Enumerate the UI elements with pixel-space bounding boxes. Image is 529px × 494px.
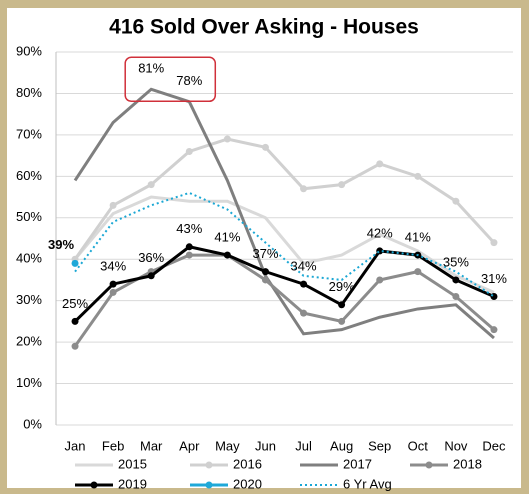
point <box>452 293 460 301</box>
data-label: 34% <box>291 259 317 274</box>
point <box>376 276 384 284</box>
point <box>490 239 498 247</box>
x-tick-label: Jul <box>295 438 312 453</box>
x-tick-label: Dec <box>482 438 506 453</box>
point <box>490 293 498 301</box>
series-line <box>73 253 495 348</box>
x-tick-label: Jan <box>65 438 86 453</box>
point <box>109 288 117 296</box>
data-label: 37% <box>252 246 278 261</box>
point <box>185 243 193 251</box>
data-label: 78% <box>176 73 202 88</box>
point <box>414 172 422 180</box>
data-label: 34% <box>100 259 126 274</box>
series-line <box>73 137 496 261</box>
chart-title: 416 Sold Over Asking - Houses <box>109 16 419 39</box>
series-line <box>73 245 495 323</box>
legend-marker <box>205 461 213 469</box>
legend-label: 2015 <box>118 456 147 471</box>
highlight-box <box>124 56 217 103</box>
data-label: 41% <box>214 230 240 245</box>
data-label: 42% <box>367 225 393 240</box>
y-tick-label: 30% <box>16 292 42 307</box>
data-label: 29% <box>329 279 355 294</box>
data-label: 31% <box>481 271 507 286</box>
point <box>261 276 269 284</box>
legend-label: 2020 <box>233 476 262 491</box>
legend-label: 2018 <box>453 456 482 471</box>
x-tick-label: Sep <box>368 438 391 453</box>
legend-label: 2019 <box>118 476 147 491</box>
point <box>147 181 155 189</box>
x-tick-label: Mar <box>140 438 163 453</box>
y-tick-label: 20% <box>16 334 42 349</box>
point <box>261 268 269 276</box>
point <box>300 309 308 317</box>
legend-label: 2016 <box>233 456 262 471</box>
data-label: 25% <box>62 296 88 311</box>
data-label: 81% <box>138 61 164 76</box>
point <box>261 143 269 151</box>
x-tick-label: May <box>215 438 240 453</box>
y-tick-label: 50% <box>16 209 42 224</box>
point <box>300 185 308 193</box>
y-tick-label: 0% <box>23 416 42 431</box>
x-tick-label: Apr <box>179 438 200 453</box>
x-tick-label: Nov <box>444 438 468 453</box>
point <box>223 135 231 143</box>
y-tick-label: 70% <box>16 126 42 141</box>
point <box>452 276 460 284</box>
data-label: 35% <box>443 254 469 269</box>
series-line <box>74 191 495 298</box>
series-line <box>73 87 495 340</box>
point <box>490 326 498 334</box>
point <box>109 280 117 288</box>
y-tick-label: 80% <box>16 85 42 100</box>
data-label: 43% <box>176 221 202 236</box>
point <box>300 280 308 288</box>
point <box>71 342 79 350</box>
point <box>185 147 193 155</box>
x-tick-label: Oct <box>408 438 429 453</box>
point <box>71 317 79 325</box>
data-label: 41% <box>405 230 431 245</box>
legend-marker <box>90 481 98 489</box>
point <box>147 272 155 280</box>
chart-area <box>7 8 521 488</box>
x-tick-label: Jun <box>255 438 276 453</box>
point <box>376 160 384 168</box>
legend-label: 2017 <box>343 456 372 471</box>
y-tick-label: 90% <box>16 43 42 58</box>
x-tick-label: Aug <box>330 438 353 453</box>
point <box>338 317 346 325</box>
legend-marker <box>425 461 433 469</box>
data-label: 36% <box>138 250 164 265</box>
y-tick-label: 60% <box>16 168 42 183</box>
legend-marker <box>205 481 213 489</box>
legend-label: 6 Yr Avg <box>343 476 392 491</box>
point <box>185 251 193 259</box>
y-tick-label: 10% <box>16 375 42 390</box>
point <box>71 259 79 267</box>
y-tick-label: 40% <box>16 251 42 266</box>
series-line <box>73 195 495 294</box>
point <box>223 251 231 259</box>
data-label: 39% <box>48 237 74 252</box>
x-tick-label: Feb <box>102 438 124 453</box>
point <box>414 268 422 276</box>
point <box>452 197 460 205</box>
point <box>109 201 117 209</box>
point <box>338 181 346 189</box>
point <box>338 301 346 309</box>
